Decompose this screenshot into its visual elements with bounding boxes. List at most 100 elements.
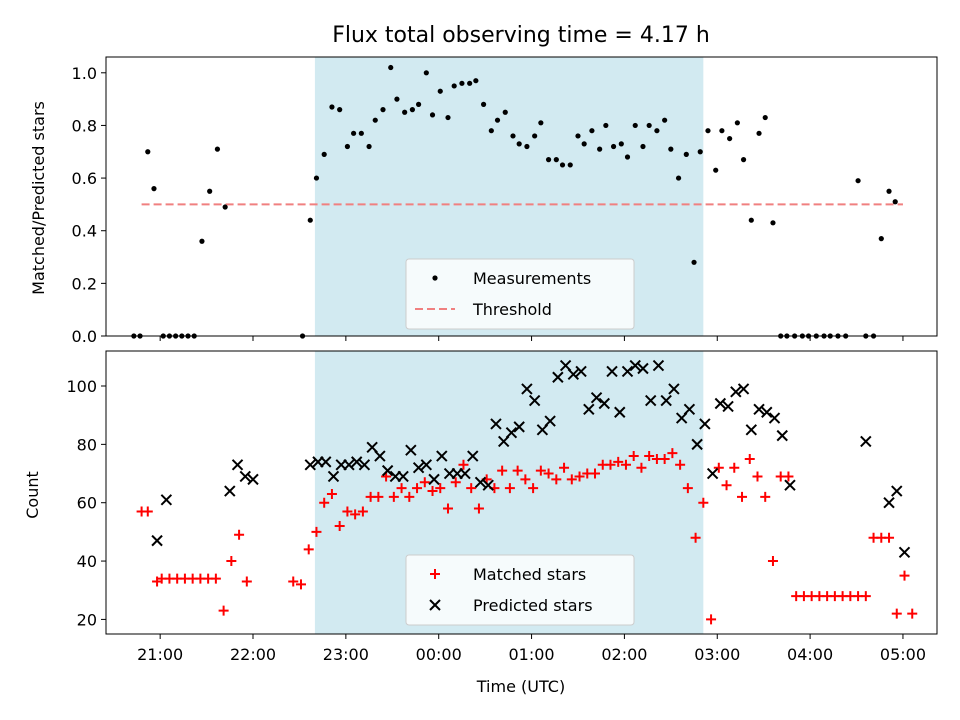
matched-star-point <box>713 462 724 473</box>
predicted-star-point <box>521 383 533 395</box>
measurement-point <box>459 80 465 86</box>
top-legend-marker <box>432 275 438 281</box>
predicted-star-point <box>544 415 556 427</box>
predicted-star-point <box>575 365 587 378</box>
matched-star-point <box>319 497 330 508</box>
predicted-star-point <box>528 394 541 407</box>
predicted-star-point <box>652 359 665 372</box>
predicted-star-point <box>898 546 911 559</box>
measurement-point <box>494 117 501 123</box>
matched-star-point <box>435 483 446 494</box>
predicted-star-point <box>320 456 332 468</box>
bottom-y-tick-label: 80 <box>77 435 97 454</box>
matched-star-point <box>404 491 415 502</box>
predicted-star-point <box>428 473 440 486</box>
x-tick-label: 05:00 <box>880 645 926 664</box>
measurement-point <box>199 238 205 244</box>
predicted-star-point <box>482 479 494 491</box>
predicted-star-point <box>231 459 244 471</box>
matched-star-point <box>288 576 299 587</box>
measurement-point <box>516 141 522 147</box>
bottom-legend-marker <box>430 569 440 579</box>
x-tick-label: 23:00 <box>323 645 369 664</box>
predicted-star-point <box>645 394 657 407</box>
matched-star-point <box>907 608 918 619</box>
top-y-tick-label: 0.6 <box>72 169 97 188</box>
measurement-point <box>705 128 711 134</box>
predicted-star-point <box>513 421 525 433</box>
matched-star-point <box>543 468 554 479</box>
predicted-star-point <box>247 473 259 486</box>
matched-star-point <box>620 459 631 470</box>
predicted-star-point <box>745 424 758 436</box>
measurement-point <box>855 178 861 184</box>
matched-star-point <box>574 471 585 482</box>
predicted-star-point <box>768 412 781 424</box>
matched-star-point <box>752 471 763 482</box>
measurement-point <box>480 101 487 107</box>
matched-star-point <box>729 462 740 473</box>
matched-star-point <box>535 465 546 476</box>
predicted-star-point <box>891 485 903 497</box>
bottom-legend-label: Predicted stars <box>473 596 593 615</box>
predicted-star-point <box>637 362 649 375</box>
measurement-point <box>740 157 747 163</box>
x-tick-label: 03:00 <box>694 645 740 664</box>
measurement-point <box>654 128 660 134</box>
predicted-star-point <box>883 497 895 509</box>
matched-star-point <box>427 486 438 497</box>
matched-star-point <box>311 526 322 537</box>
predicted-star-point <box>621 365 634 378</box>
matched-star-point <box>419 477 430 488</box>
predicted-star-point <box>358 459 371 471</box>
top-y-tick-label: 0.4 <box>72 222 97 241</box>
measurement-point <box>538 120 544 126</box>
x-tick-label: 00:00 <box>416 645 462 664</box>
predicted-star-point <box>224 485 236 497</box>
top-axes-frame <box>105 56 938 337</box>
x-tick-label: 01:00 <box>509 645 555 664</box>
predicted-star-point <box>436 450 448 462</box>
x-axis-label: Time (UTC) <box>476 677 565 696</box>
matched-star-point <box>210 573 221 584</box>
measurement-point <box>610 143 617 150</box>
measurement-point <box>451 83 457 89</box>
measurement-point <box>559 162 566 168</box>
matched-star-point <box>706 614 717 625</box>
measurement-point <box>675 175 682 181</box>
matched-star-point <box>659 453 670 464</box>
predicted-star-point <box>467 450 479 462</box>
predicted-star-point <box>737 383 750 395</box>
predicted-star-point <box>699 418 711 430</box>
matched-star-point <box>458 459 469 470</box>
matched-star-point <box>512 465 523 476</box>
matched-star-point <box>667 448 678 459</box>
predicted-star-point <box>714 397 727 410</box>
measurement-point <box>756 130 762 136</box>
measurement-point <box>762 114 768 121</box>
matched-star-point <box>721 480 732 491</box>
matched-star-point <box>373 491 384 502</box>
predicted-star-point <box>151 534 163 547</box>
measurement-point <box>892 199 898 205</box>
measurement-point <box>402 109 408 115</box>
matched-star-point <box>520 474 531 485</box>
predicted-star-point <box>583 403 595 416</box>
predicted-star-point <box>683 403 696 416</box>
predicted-star-point <box>505 426 518 439</box>
measurement-point <box>646 122 652 129</box>
measurement-point <box>697 149 703 155</box>
matched-star-point <box>504 483 515 494</box>
predicted-star-point <box>614 406 626 418</box>
measurement-point <box>388 64 394 71</box>
predicted-star-point <box>730 386 742 398</box>
matched-star-point <box>218 605 229 616</box>
predicted-star-point <box>668 383 680 395</box>
matched-star-point <box>551 474 562 485</box>
matched-star-point <box>899 570 910 581</box>
measurement-point <box>878 236 884 242</box>
matched-star-point <box>744 453 755 464</box>
matched-star-point <box>334 521 345 532</box>
bottom-legend-box <box>405 554 635 626</box>
matched-star-point <box>559 462 570 473</box>
